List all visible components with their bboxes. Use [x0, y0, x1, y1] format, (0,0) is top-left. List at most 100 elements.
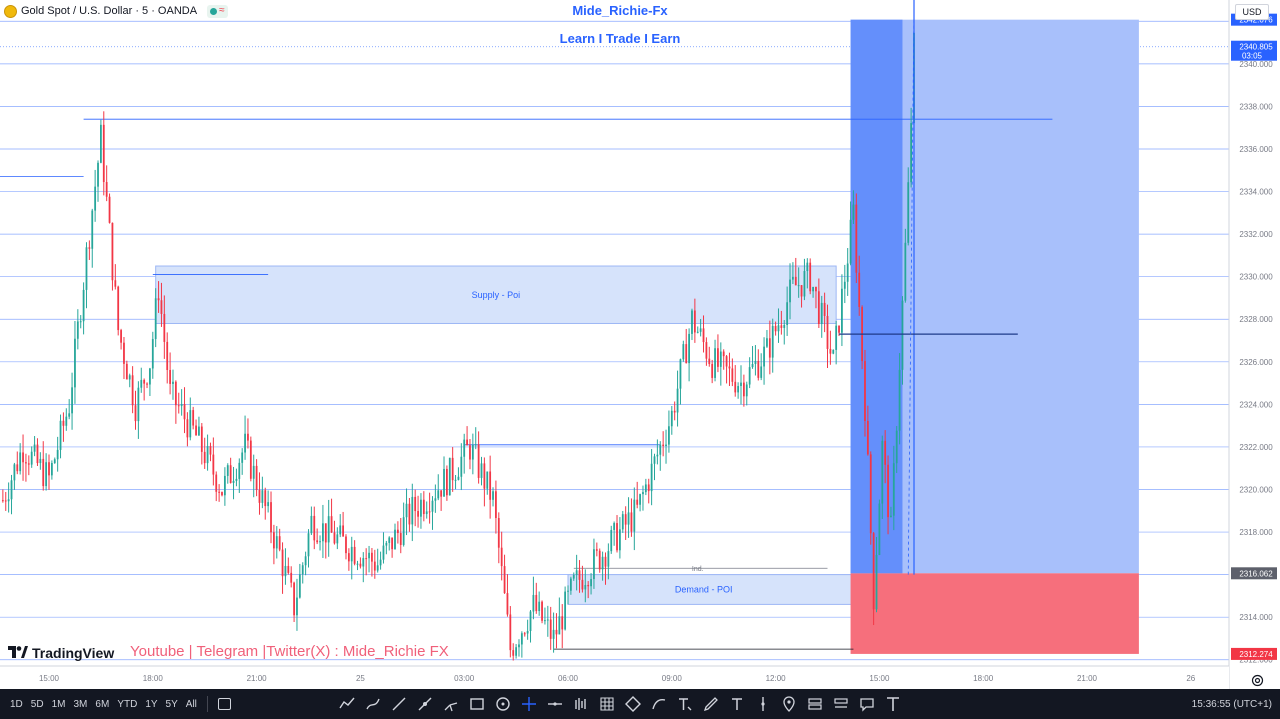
candle-body: [820, 302, 823, 325]
candle: [30, 446, 33, 468]
time-tick-label: 26: [1186, 674, 1195, 683]
comment-icon: [859, 698, 874, 712]
candle: [699, 318, 702, 337]
candle-body: [394, 529, 396, 550]
candle: [841, 274, 843, 347]
candle-body: [544, 620, 546, 622]
candle: [529, 610, 532, 643]
grid-tool-button[interactable]: [596, 693, 617, 715]
candle: [249, 436, 252, 482]
candle-body: [688, 333, 690, 364]
candle-body: [425, 511, 428, 515]
line-tool-button[interactable]: [388, 693, 409, 715]
pitchfork-tool-button[interactable]: [440, 693, 461, 715]
candle: [892, 445, 895, 531]
symbol-info-bar[interactable]: Gold Spot / U.S. Dollar · 5 · OANDA ≈: [4, 3, 228, 19]
price-tick-label: 2340.000: [1239, 60, 1273, 69]
timeframe-button[interactable]: 1Y: [145, 698, 158, 710]
candle: [123, 337, 125, 380]
short-position-tool-button[interactable]: [830, 693, 851, 715]
chart-settings-button[interactable]: [1249, 672, 1265, 688]
candle: [385, 540, 388, 555]
timeframe-button[interactable]: 1D: [10, 698, 23, 710]
tradingview-logo[interactable]: TradingView: [8, 645, 114, 661]
circle-tool-button[interactable]: [492, 693, 513, 715]
candle-body: [604, 556, 607, 567]
candle: [151, 331, 154, 379]
rectangle-tool-button[interactable]: [466, 693, 487, 715]
candle: [149, 367, 151, 397]
timeframe-button[interactable]: 6M: [95, 698, 110, 710]
text-tool-tool-button[interactable]: [674, 693, 695, 715]
candle-body: [890, 515, 892, 518]
candle: [376, 548, 379, 573]
candle-body: [102, 124, 105, 183]
candle-body: [327, 516, 330, 543]
candle-body: [823, 302, 826, 316]
candle-body: [872, 533, 875, 610]
candle: [815, 286, 817, 309]
pin-tool-button[interactable]: [778, 693, 799, 715]
price-tick-label: 2328.000: [1239, 315, 1273, 324]
candle: [670, 405, 673, 435]
candle: [284, 548, 287, 585]
timeframe-button[interactable]: 5D: [30, 698, 44, 710]
timeframe-button[interactable]: YTD: [117, 698, 138, 710]
font-tool-button[interactable]: [726, 693, 747, 715]
timeframe-button[interactable]: All: [185, 698, 197, 710]
candle-body: [172, 381, 174, 384]
candle: [783, 320, 786, 345]
candle-body: [518, 644, 520, 648]
candle-body: [532, 594, 535, 612]
line-icon: [392, 697, 405, 711]
candle: [653, 453, 656, 481]
go-to-date-calendar-icon[interactable]: [217, 698, 231, 710]
symbol-title[interactable]: Gold Spot / U.S. Dollar · 5 · OANDA: [21, 5, 198, 17]
polygon-tool-button[interactable]: [622, 693, 643, 715]
candle: [898, 353, 901, 445]
candle-body: [151, 339, 154, 369]
candle: [515, 644, 517, 659]
bar-pattern-tool-button[interactable]: [570, 693, 591, 715]
candle-body: [728, 366, 731, 369]
currency-selector[interactable]: USD: [1235, 4, 1269, 20]
candle-body: [587, 584, 590, 587]
timeframe-button[interactable]: 1M: [51, 698, 66, 710]
brush-tool-button[interactable]: [414, 693, 435, 715]
timeframe-button[interactable]: 3M: [73, 698, 88, 710]
text-tool-button[interactable]: [882, 693, 903, 715]
candle: [866, 405, 869, 456]
trend-line-tool-button[interactable]: [336, 693, 357, 715]
candle-body: [619, 529, 621, 551]
crosshair-tool-button[interactable]: [518, 693, 539, 715]
candle: [143, 378, 146, 401]
candle: [705, 337, 708, 366]
stop-price-badge: 2312.274: [1239, 650, 1273, 659]
candle-body: [610, 529, 613, 552]
candle-body: [192, 410, 195, 426]
time-tick-label: 18:00: [973, 674, 994, 683]
gold-symbol-icon: [4, 4, 17, 18]
market-status-badge[interactable]: ≈: [207, 4, 228, 18]
long-position-tool-button[interactable]: [804, 693, 825, 715]
text-tool-icon: [678, 698, 691, 711]
timeframe-button[interactable]: 5Y: [165, 698, 178, 710]
comment-tool-button[interactable]: [856, 693, 877, 715]
path-tool-button[interactable]: [362, 693, 383, 715]
long-position-stop-zone: [850, 573, 1139, 654]
candle: [451, 447, 454, 492]
candle-body: [558, 616, 561, 635]
pen-tool-button[interactable]: [700, 693, 721, 715]
curve-tool-button[interactable]: [648, 693, 669, 715]
candle: [154, 288, 157, 348]
candle: [711, 359, 714, 384]
utc-clock[interactable]: 15:36:55 (UTC+1): [1191, 698, 1272, 710]
candle-body: [316, 540, 319, 543]
candle-body: [506, 593, 509, 615]
entry-price-badge-bg: [1231, 567, 1277, 580]
horizontal-line-tool-button[interactable]: [544, 693, 565, 715]
vertical-line-tool-button[interactable]: [752, 693, 773, 715]
candle: [212, 437, 215, 486]
